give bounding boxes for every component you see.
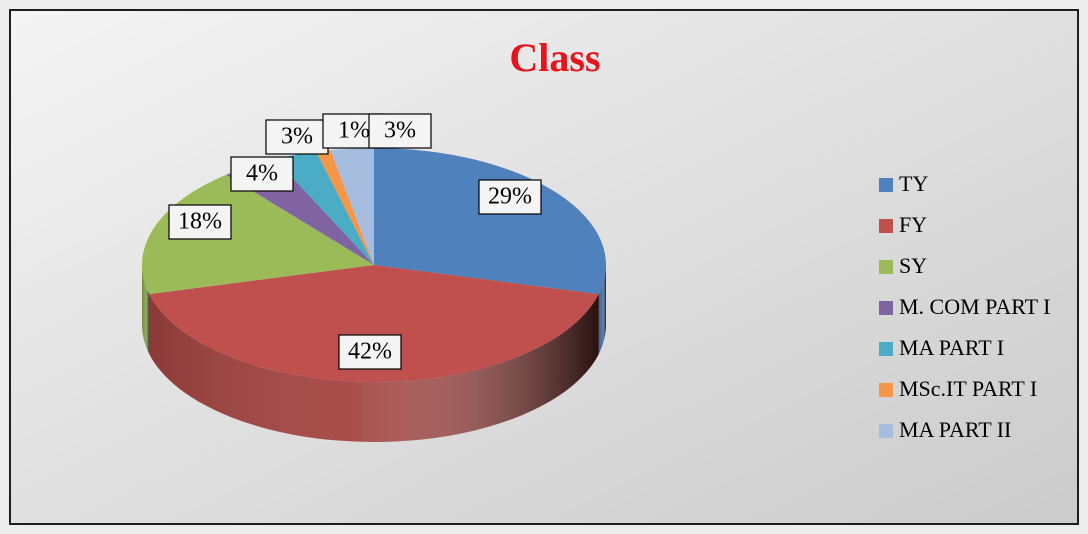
pie-tops bbox=[142, 148, 606, 383]
data-label-box bbox=[478, 179, 542, 215]
legend-label: MA PART I bbox=[899, 335, 1004, 360]
data-label: 3% bbox=[384, 118, 416, 144]
data-label: 4% bbox=[246, 161, 278, 187]
data-label-box bbox=[368, 113, 432, 149]
pie-slice bbox=[374, 148, 606, 295]
legend-label: FY bbox=[899, 212, 927, 237]
pie-side-shade bbox=[598, 265, 606, 355]
legend-swatch bbox=[879, 260, 893, 274]
data-label-box bbox=[338, 334, 402, 370]
legend-swatch bbox=[879, 301, 893, 315]
pie-sides bbox=[142, 265, 606, 443]
data-label: 18% bbox=[178, 209, 222, 235]
data-label: 29% bbox=[488, 184, 532, 210]
legend-label: TY bbox=[899, 171, 928, 196]
pie-slice bbox=[316, 150, 374, 265]
legend-swatch bbox=[879, 383, 893, 397]
legend-swatch bbox=[879, 342, 893, 356]
legend-swatch bbox=[879, 424, 893, 438]
legend-swatch bbox=[879, 219, 893, 233]
legend-label: M. COM PART I bbox=[899, 294, 1051, 319]
data-labels: 29%42%18%4%3% 1% 3% bbox=[168, 113, 542, 370]
chart-title: Class bbox=[509, 35, 600, 80]
data-label-box bbox=[168, 204, 232, 240]
legend-label: MSc.IT PART I bbox=[899, 376, 1037, 401]
pie-slice bbox=[330, 148, 374, 265]
data-label: 42% bbox=[348, 339, 392, 365]
pie-slice bbox=[149, 265, 599, 383]
pie-side-shade bbox=[142, 265, 150, 355]
legend-label: SY bbox=[899, 253, 927, 278]
legend-label: MA PART II bbox=[899, 417, 1011, 442]
data-label-box bbox=[230, 156, 294, 192]
pie-side-shade bbox=[149, 294, 599, 443]
legend-swatch bbox=[879, 178, 893, 192]
legend: TY FY SY M. COM PART I MA PART I MSc.IT PART … bbox=[879, 171, 1051, 442]
data-label: 3% bbox=[281, 124, 313, 150]
pie-slice bbox=[275, 151, 374, 265]
data-label: 1% bbox=[338, 118, 370, 144]
data-label-box bbox=[265, 119, 329, 155]
